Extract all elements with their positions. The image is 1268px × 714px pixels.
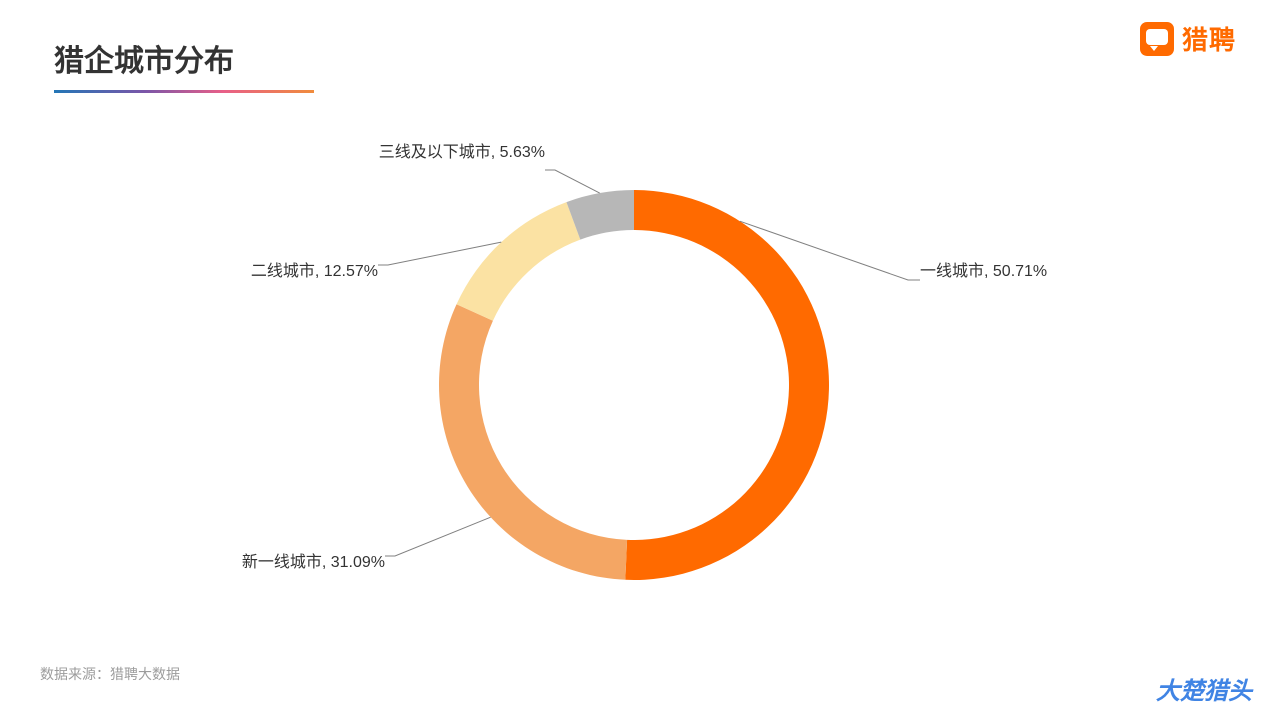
leader-line <box>545 170 600 193</box>
donut-segment <box>625 190 829 580</box>
donut-segment <box>439 304 627 580</box>
data-source: 数据来源：猎聘大数据 <box>40 664 180 684</box>
slide: 猎企城市分布 猎聘 一线城市, 50.71%新一线城市, 31.09%二线城市,… <box>0 0 1268 714</box>
watermark: 大楚猎头 <box>1156 671 1252 706</box>
donut-chart: 一线城市, 50.71% 新一线城市, 31.09% 二线城市, 12.57% 三线及… <box>0 0 1268 714</box>
leader-line <box>385 517 491 556</box>
segment-label: 三线及以下城市, 5.63% <box>379 143 545 161</box>
segment-label: 二线城市, 12.57% <box>251 262 378 280</box>
leader-line <box>378 242 501 265</box>
segment-label: 一线城市, 50.71% <box>920 262 1047 280</box>
segment-label: 新一线城市, 31.09% <box>242 553 385 571</box>
donut-segment <box>457 202 581 321</box>
